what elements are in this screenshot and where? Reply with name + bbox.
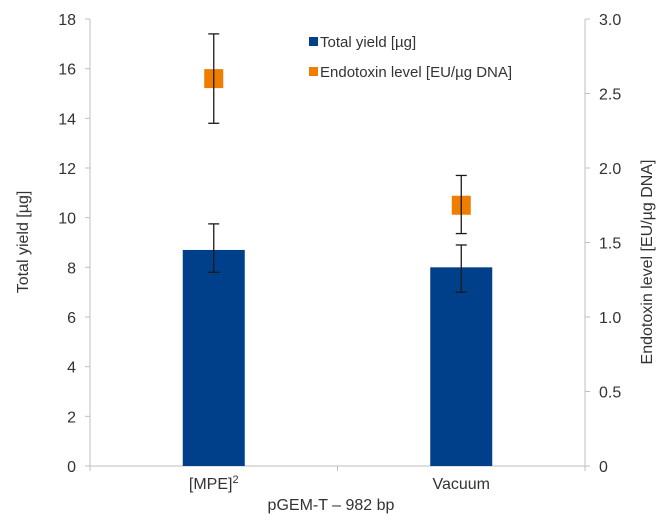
y-right-tick-label: 2.5 xyxy=(599,87,621,104)
bar-total-yield xyxy=(182,249,245,466)
y-right-tick-label: 0.5 xyxy=(599,385,621,402)
x-tick-label-text: Vacuum xyxy=(432,476,490,493)
y-axis-left-title: Total yield [µg] xyxy=(15,191,32,294)
y-right-tick-label: 3.0 xyxy=(599,12,621,29)
x-tick-label-superscript: 2 xyxy=(232,474,238,486)
x-tick-label: [MPE]2 xyxy=(189,474,239,493)
y-right-tick-label: 1.0 xyxy=(599,310,621,327)
x-tick-label-text: [MPE] xyxy=(189,476,233,493)
legend: Total yield [µg] Endotoxin level [EU/µg … xyxy=(309,34,512,81)
marks-layer xyxy=(182,33,493,466)
axes-layer xyxy=(85,18,590,471)
legend-swatch-endotoxin xyxy=(309,67,318,76)
y-left-tick-label: 4 xyxy=(67,360,76,377)
y-left-tick-label: 12 xyxy=(58,161,76,178)
x-axis-title: pGEM-T – 982 bp xyxy=(268,497,395,514)
y-left-tick-label: 2 xyxy=(67,409,76,426)
y-right-tick-label: 0 xyxy=(599,459,608,476)
legend-label-endotoxin: Endotoxin level [EU/µg DNA] xyxy=(320,64,512,81)
legend-swatch-total-yield xyxy=(309,37,318,46)
y-axis-right-title: Endotoxin level [EU/µg DNA] xyxy=(639,160,656,365)
x-tick-label: Vacuum xyxy=(432,476,490,493)
y-left-tick-label: 14 xyxy=(58,111,76,128)
y-left-tick-label: 10 xyxy=(58,211,76,228)
bar-total-yield xyxy=(430,267,493,466)
y-left-tick-label: 18 xyxy=(58,12,76,29)
y-left-tick-label: 16 xyxy=(58,62,76,79)
y-left-tick-label: 8 xyxy=(67,260,76,277)
y-left-tick-label: 6 xyxy=(67,310,76,327)
y-left-tick-label: 0 xyxy=(67,459,76,476)
y-right-tick-label: 1.5 xyxy=(599,236,621,253)
y-right-tick-label: 2.0 xyxy=(599,161,621,178)
legend-label-total-yield: Total yield [µg] xyxy=(320,34,416,51)
text-layer: 02468101214161800.51.01.52.02.53.0[MPE]2… xyxy=(58,12,621,493)
